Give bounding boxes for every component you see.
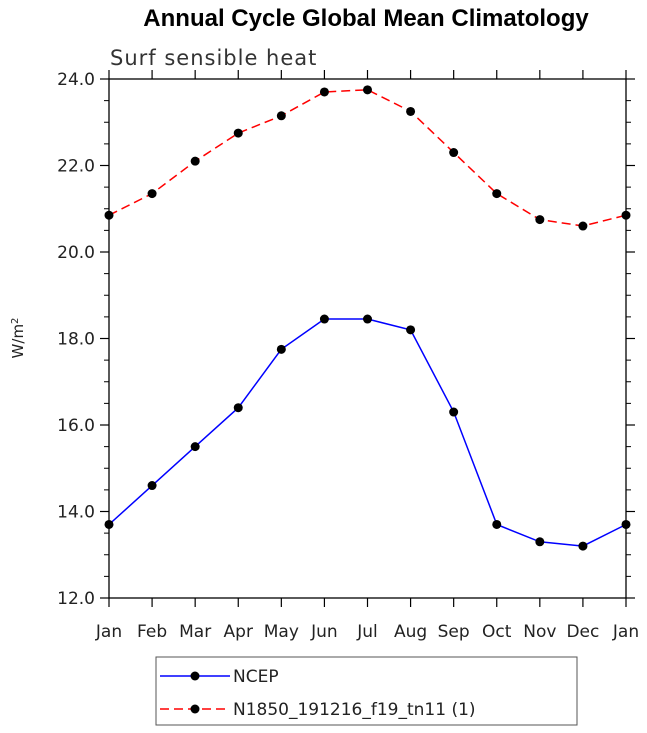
series-0-point [233, 403, 243, 413]
x-tick-label: Jul [356, 622, 378, 642]
x-tick-labels: Jan Feb Mar Apr May Jun Jul Aug Sep Oct Nov Dec Jan [95, 622, 639, 642]
x-tick-label: Jun [310, 622, 338, 642]
legend-label-0: NCEP [233, 667, 279, 687]
series-1-point [276, 111, 286, 121]
series-1-point [406, 106, 416, 116]
legend-marker-0 [190, 671, 200, 681]
series-0-point [406, 325, 416, 335]
series-1-point [621, 210, 631, 220]
x-tick-label: Aug [394, 622, 427, 642]
y-tick-label: 22.0 [57, 157, 95, 177]
plot-frame [108, 78, 627, 599]
series-1-point [535, 215, 545, 225]
x-tick-label: Dec [566, 622, 599, 642]
series-1-point [363, 85, 372, 95]
x-tick-label: Feb [137, 622, 167, 642]
series-1-point [578, 221, 588, 231]
series-1-point [233, 128, 243, 138]
chart-title: Annual Cycle Global Mean Climatology [143, 5, 589, 32]
legend-marker-1 [190, 704, 200, 714]
series-0-point [449, 407, 459, 417]
y-tick-label: 24.0 [57, 70, 95, 90]
series-0-point [535, 537, 545, 547]
x-tick-label: Oct [482, 622, 512, 642]
series-markers [104, 85, 631, 551]
y-tick-label: 14.0 [57, 503, 95, 523]
y-tick-label: 20.0 [57, 243, 95, 263]
series-0-point [104, 519, 114, 529]
chart-subtitle: Surf sensible heat [110, 46, 317, 70]
x-tick-label: Nov [523, 622, 556, 642]
series-1-point [190, 156, 200, 166]
y-tick-label: 12.0 [57, 589, 95, 609]
series-1-point [449, 148, 459, 158]
series-0-point [190, 442, 200, 452]
series-0-point [147, 481, 157, 491]
series-0-point [492, 519, 502, 529]
x-tick-label: Jan [612, 622, 639, 642]
y-tick-label: 16.0 [57, 416, 95, 436]
x-tick-label: May [264, 622, 299, 642]
series-1-point [319, 87, 329, 97]
series-1-point [492, 189, 502, 199]
y-tick-label: 18.0 [57, 330, 95, 350]
x-tick-label: Mar [179, 622, 211, 642]
y-tick-labels: 12.0 14.0 16.0 18.0 20.0 22.0 24.0 [57, 70, 95, 609]
series-0-point [363, 314, 372, 324]
x-tick-label: Apr [224, 622, 253, 642]
legend-box [155, 656, 578, 726]
x-tick-label: Jan [95, 622, 122, 642]
series-1-point [104, 210, 114, 220]
x-tick-label: Sep [438, 622, 470, 642]
series-0-point [276, 344, 286, 354]
series-line-0 [108, 318, 627, 547]
series-0-point [578, 541, 588, 551]
series-line-1 [108, 89, 627, 227]
series-0-point [621, 519, 631, 529]
y-axis-label: W/m2 [9, 318, 27, 359]
axis-ticks [100, 70, 635, 607]
legend-label-1: N1850_191216_f19_tn11 (1) [233, 700, 476, 720]
series-0-point [319, 314, 329, 324]
legend: NCEP N1850_191216_f19_tn11 (1) [155, 656, 578, 726]
series-1-point [147, 189, 157, 199]
